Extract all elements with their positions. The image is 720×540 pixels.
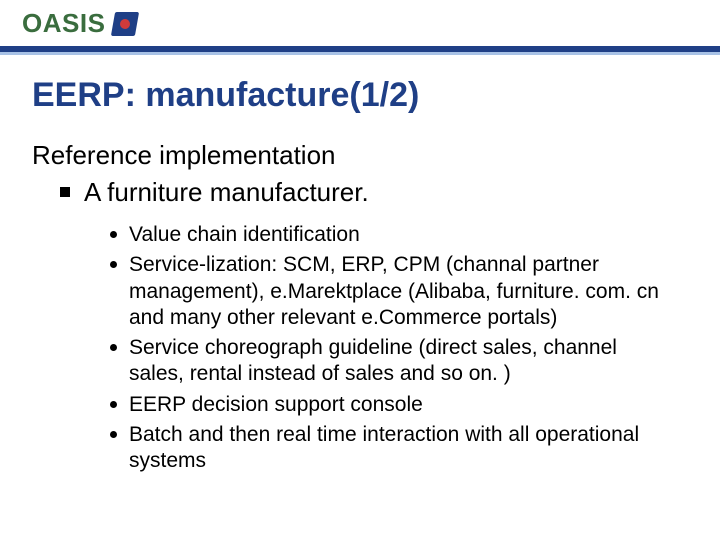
disc-bullet-icon xyxy=(110,231,117,238)
list-item: Service-lization: SCM, ERP, CPM (channal… xyxy=(110,252,688,331)
list-item-text: Batch and then real time interaction wit… xyxy=(129,422,669,475)
disc-bullet-icon xyxy=(110,431,117,438)
list-item: Batch and then real time interaction wit… xyxy=(110,422,688,475)
list-item-text: Value chain identification xyxy=(129,222,360,248)
level2-text: A furniture manufacturer. xyxy=(84,177,369,208)
disc-bullet-icon xyxy=(110,261,117,268)
body-level3-list: Value chain identification Service-lizati… xyxy=(110,222,688,474)
slide-title: EERP: manufacture(1/2) xyxy=(32,76,419,115)
list-item: Service choreograph guideline (direct sa… xyxy=(110,335,688,388)
list-item: Value chain identification xyxy=(110,222,688,248)
body-level1: Reference implementation xyxy=(32,140,688,171)
list-item-text: Service-lization: SCM, ERP, CPM (channal… xyxy=(129,252,669,331)
list-item: EERP decision support console xyxy=(110,392,688,418)
slide: OASIS EERP: manufacture(1/2) Reference i… xyxy=(0,0,720,540)
logo-text: OASIS xyxy=(22,8,105,39)
square-bullet-icon xyxy=(60,187,70,197)
header-band: OASIS xyxy=(0,0,720,60)
list-item-text: EERP decision support console xyxy=(129,392,423,418)
list-item-text: Service choreograph guideline (direct sa… xyxy=(129,335,669,388)
slide-body: Reference implementation A furniture man… xyxy=(32,140,688,478)
oasis-logo: OASIS xyxy=(22,8,139,39)
disc-bullet-icon xyxy=(110,344,117,351)
disc-bullet-icon xyxy=(110,401,117,408)
logo-mark-icon xyxy=(111,10,139,38)
body-level2: A furniture manufacturer. xyxy=(60,177,688,208)
header-rule-secondary xyxy=(0,52,720,55)
